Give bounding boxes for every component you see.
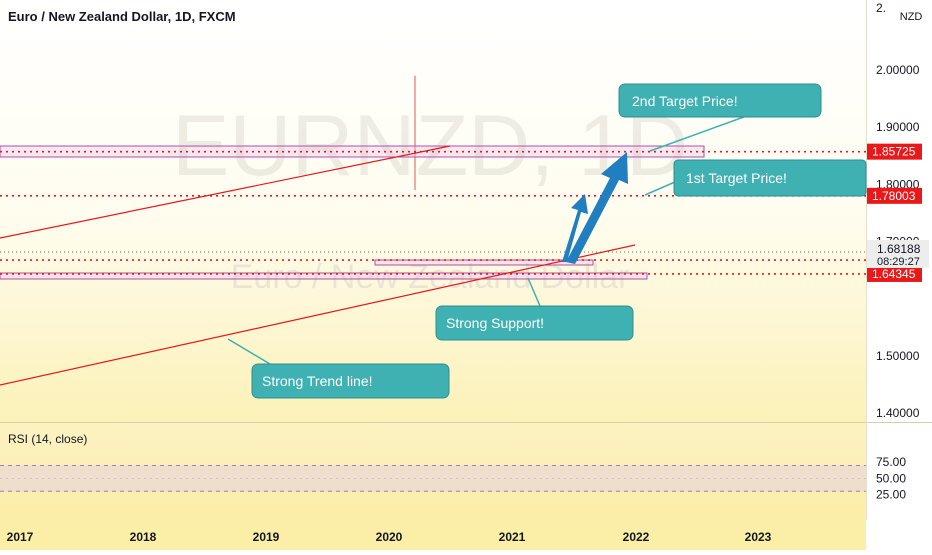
countdown-label: 08:29:27	[877, 256, 920, 268]
callout-support-pointer	[527, 277, 541, 307]
support-zone-lower[interactable]	[0, 272, 648, 280]
rsi-axis[interactable]: 75.00 50.00 25.00	[876, 455, 906, 501]
rsi-tick-label: 25.00	[876, 487, 906, 501]
resistance-zone[interactable]	[0, 145, 705, 158]
arrow-small[interactable]	[562, 194, 588, 262]
time-tick-label: 2017	[7, 530, 34, 544]
time-tick-label: 2020	[376, 530, 403, 544]
callout-target2-pointer	[649, 113, 753, 152]
callout-trendline[interactable]: Strong Trend line!	[251, 363, 450, 399]
callout-support[interactable]: Strong Support!	[435, 305, 634, 341]
price-pane-background	[0, 0, 866, 422]
price-level-tag	[867, 265, 922, 282]
price-tick-label: 1.40000	[876, 406, 920, 420]
callout-target1[interactable]: 1st Target Price!	[673, 159, 867, 197]
time-tick-label: 2023	[745, 530, 772, 544]
support-zone-upper[interactable]	[374, 259, 594, 266]
rsi-pane-background	[0, 423, 866, 520]
price-tick-label: 1.90000	[876, 120, 920, 134]
price-level-tag-label: 1.78003	[872, 189, 916, 203]
price-tick-label: 2.00000	[876, 63, 920, 77]
price-level-tag	[867, 143, 922, 160]
price-axis[interactable]: 2.000001.900001.800001.700001.500001.400…	[867, 63, 929, 420]
price-axis-top-partial: 2.	[876, 1, 886, 15]
arrow-large[interactable]	[566, 152, 628, 264]
time-tick-label: 2022	[623, 530, 650, 544]
callout-target2-text: 2nd Target Price!	[632, 93, 738, 109]
candle-layer	[414, 75, 416, 191]
callout-trendline-pointer	[227, 338, 271, 365]
callout-trendline-text: Strong Trend line!	[262, 373, 373, 389]
currency-label[interactable]: NZD	[900, 11, 923, 23]
time-tick-label: 2018	[130, 530, 157, 544]
callout-target1-text: 1st Target Price!	[686, 170, 787, 186]
current-price-tag	[867, 239, 929, 268]
channel-upper-line[interactable]	[0, 145, 451, 239]
time-axis-background	[0, 520, 866, 550]
callout-support-text: Strong Support!	[446, 315, 544, 331]
time-tick-label: 2019	[253, 530, 280, 544]
current-price-label: 1.68188	[877, 242, 921, 256]
price-tick-label: 1.50000	[876, 349, 920, 363]
rsi-title[interactable]: RSI (14, close)	[8, 432, 87, 446]
rsi-layer	[0, 464, 866, 492]
time-axis[interactable]: 2017 2018 2019 2020 2021 2022 2023	[7, 530, 772, 544]
callout-target2[interactable]: 2nd Target Price!	[618, 83, 822, 118]
rsi-tick-label: 75.00	[876, 455, 906, 469]
projection-arrows[interactable]	[562, 152, 628, 264]
rsi-tick-label: 50.00	[876, 471, 906, 485]
price-level-tag-label: 1.64345	[872, 267, 916, 281]
price-level-tag-label: 1.85725	[872, 145, 916, 159]
symbol-title[interactable]: Euro / New Zealand Dollar, 1D, FXCM	[8, 9, 236, 24]
price-level-tag	[867, 187, 922, 204]
time-tick-label: 2021	[499, 530, 526, 544]
trend-line[interactable]	[0, 244, 636, 386]
